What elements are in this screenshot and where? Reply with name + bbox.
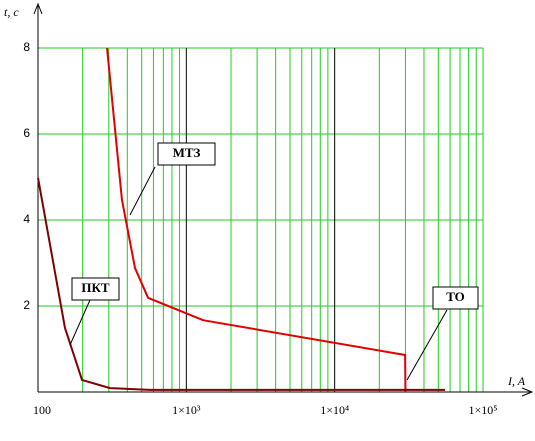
y-axis-title: t, c: [4, 5, 19, 19]
y-axis-arrow: [33, 2, 43, 15]
y-tick-label: 6: [23, 126, 30, 140]
x-axis-title: I, A: [507, 374, 526, 388]
x-tick-label: 1×10⁴: [320, 403, 349, 417]
x-tick-label: 1×10⁵: [469, 403, 498, 417]
annotation-box: [432, 286, 479, 310]
annotation-leader: [69, 299, 91, 346]
annotation-label: ПКТ: [81, 280, 110, 295]
y-tick-label: 8: [23, 40, 30, 54]
annotation-label: ТО: [446, 289, 465, 304]
annotation-box: [71, 277, 120, 301]
y-tick-label: 4: [23, 212, 30, 226]
x-tick-label: 1×10³: [172, 403, 201, 417]
annotation-leader: [129, 166, 156, 216]
annotation-box: [157, 142, 216, 166]
series-line: [106, 47, 407, 393]
annotation-leader: [406, 309, 448, 381]
grid: [38, 47, 484, 392]
x-tick-label: 100: [33, 403, 51, 417]
x-axis-arrow: [521, 387, 534, 397]
y-tick-label: 2: [23, 298, 30, 312]
series-line: [37, 177, 446, 391]
annotation-label: МТЗ: [173, 145, 201, 160]
